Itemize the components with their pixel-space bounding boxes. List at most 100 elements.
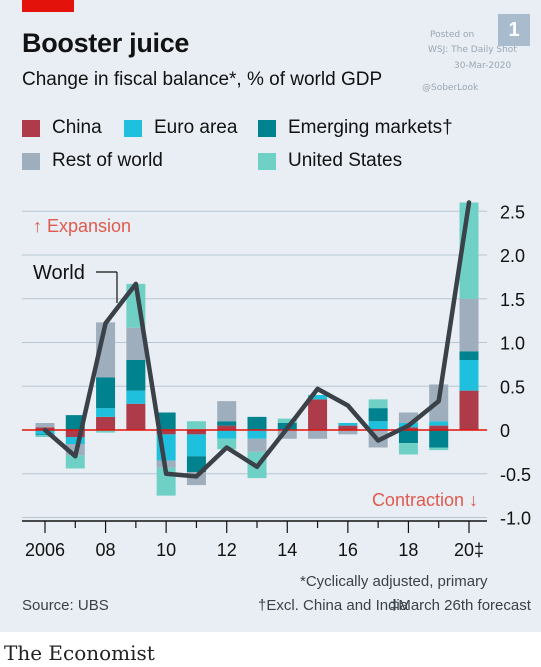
bar-segment — [459, 351, 479, 360]
bar-segment — [186, 430, 206, 435]
bar-segment — [338, 423, 358, 426]
bar-segment — [65, 455, 85, 469]
bar-segment — [96, 377, 116, 409]
legend-swatch-united-states — [258, 153, 276, 170]
bar-segment — [186, 434, 206, 457]
y-tick-label: 2.5 — [500, 202, 525, 222]
bar-segment — [186, 456, 206, 472]
bar-segment — [429, 421, 449, 426]
x-tick-label: 2006 — [25, 540, 65, 560]
legend-swatch-emerging-markets — [258, 120, 276, 137]
y-tick-label: -0.5 — [500, 465, 531, 485]
bar-segment — [277, 418, 297, 423]
bar-segment — [217, 421, 237, 426]
bar-segment — [459, 360, 479, 391]
y-tick-label: 1.5 — [500, 290, 525, 310]
y-axis-labels: 2.5 2.0 1.5 1.0 0.5 0 -0.5 -1.0 — [500, 202, 531, 528]
bar-segment — [429, 430, 449, 448]
watermark-handle: @SoberLook — [422, 83, 479, 93]
legend-label-emerging-markets: Emerging markets† — [288, 117, 453, 138]
world-line-label: World — [33, 262, 85, 284]
bar-segment — [217, 438, 237, 450]
bar-segment — [65, 430, 85, 437]
y-tick-label: -1.0 — [500, 509, 531, 529]
contraction-annotation: Contraction ↓ — [372, 490, 478, 510]
world-line — [42, 200, 472, 479]
chart-plot: 2.5 2.0 1.5 1.0 0.5 0 -0.5 -1.0 2006 08 10 12 14 16 1… — [22, 200, 531, 560]
y-tick-label: 0.5 — [500, 377, 525, 397]
y-tick-label: 0 — [500, 421, 510, 441]
bar-segment — [35, 435, 55, 437]
bar-segment — [126, 360, 146, 391]
brand-accent-bar — [22, 0, 74, 12]
bar-segment — [398, 443, 418, 455]
x-tick-label: 18 — [398, 540, 418, 560]
bar-segment — [398, 412, 418, 423]
chart-number-badge: 1 — [498, 14, 530, 46]
bar-segment — [459, 390, 479, 430]
bar-segment — [277, 430, 297, 439]
legend-label-united-states: United States — [288, 150, 403, 171]
bar-segment — [65, 437, 85, 444]
source-note: Source: UBS — [22, 597, 109, 614]
bar-segment — [96, 408, 116, 417]
bar-segment — [338, 425, 358, 430]
bar-segment — [429, 447, 449, 451]
bar-segment — [247, 430, 267, 439]
legend-label-euro-area: Euro area — [154, 117, 238, 138]
bar-segment — [217, 430, 237, 439]
bar-segment — [126, 390, 146, 404]
x-tick-label: 20‡ — [454, 540, 484, 560]
legend-label-china: China — [52, 117, 102, 138]
bar-segment — [186, 421, 206, 430]
bar-segment — [35, 434, 55, 436]
bar-segment — [459, 298, 479, 352]
legend-swatch-china — [22, 120, 40, 137]
bar-segment — [429, 425, 449, 430]
bar-segment — [96, 416, 116, 430]
watermark-source: WSJ: The Daily Shot — [428, 45, 517, 55]
expansion-annotation: ↑ Expansion — [33, 216, 131, 236]
footnote-cyclically-adjusted: *Cyclically adjusted, primary — [300, 573, 488, 590]
world-line-group — [42, 200, 472, 479]
economist-logo-text: The Economist — [4, 641, 155, 665]
x-tick-label: 12 — [217, 540, 237, 560]
bar-segment — [338, 430, 358, 435]
bar-segment — [247, 416, 267, 430]
y-tick-label: 1.0 — [500, 334, 525, 354]
bar-segment — [217, 401, 237, 422]
bar-segment — [308, 430, 328, 439]
bar-segment — [156, 412, 176, 430]
footer-band — [0, 632, 541, 667]
legend-swatch-rest-of-world — [22, 153, 40, 170]
legend-swatch-euro-area — [124, 120, 142, 137]
x-tick-label: 08 — [96, 540, 116, 560]
x-axis: 2006 08 10 12 14 16 18 20‡ — [22, 520, 487, 560]
y-tick-label: 2.0 — [500, 246, 525, 266]
bar-segment — [398, 427, 418, 430]
chart-title: Booster juice — [22, 28, 190, 58]
watermark-posted: Posted on — [430, 30, 475, 40]
footnote-forecast: ‡March 26th forecast — [390, 597, 531, 614]
bar-segment — [368, 408, 388, 422]
bar-segment — [398, 430, 418, 444]
bar-segment — [96, 430, 116, 433]
x-tick-label: 10 — [156, 540, 176, 560]
bar-segment — [217, 425, 237, 430]
x-tick-label: 14 — [277, 540, 297, 560]
x-tick-label: 16 — [338, 540, 358, 560]
bar-segment — [368, 399, 388, 409]
bar-segment — [247, 438, 267, 452]
bar-segment — [126, 403, 146, 430]
bar-segment — [126, 327, 146, 360]
bar-segment — [35, 423, 55, 428]
legend-label-rest-of-world: Rest of world — [52, 150, 163, 171]
bar-segment — [308, 395, 328, 400]
watermark-date: 30-Mar-2020 — [454, 61, 512, 71]
bar-segment — [156, 430, 176, 435]
bar-segment — [308, 399, 328, 430]
footnote-excl-china-india: †Excl. China and India — [258, 597, 409, 614]
chart-subtitle: Change in fiscal balance*, % of world GD… — [22, 69, 383, 90]
bar-segment — [368, 421, 388, 430]
